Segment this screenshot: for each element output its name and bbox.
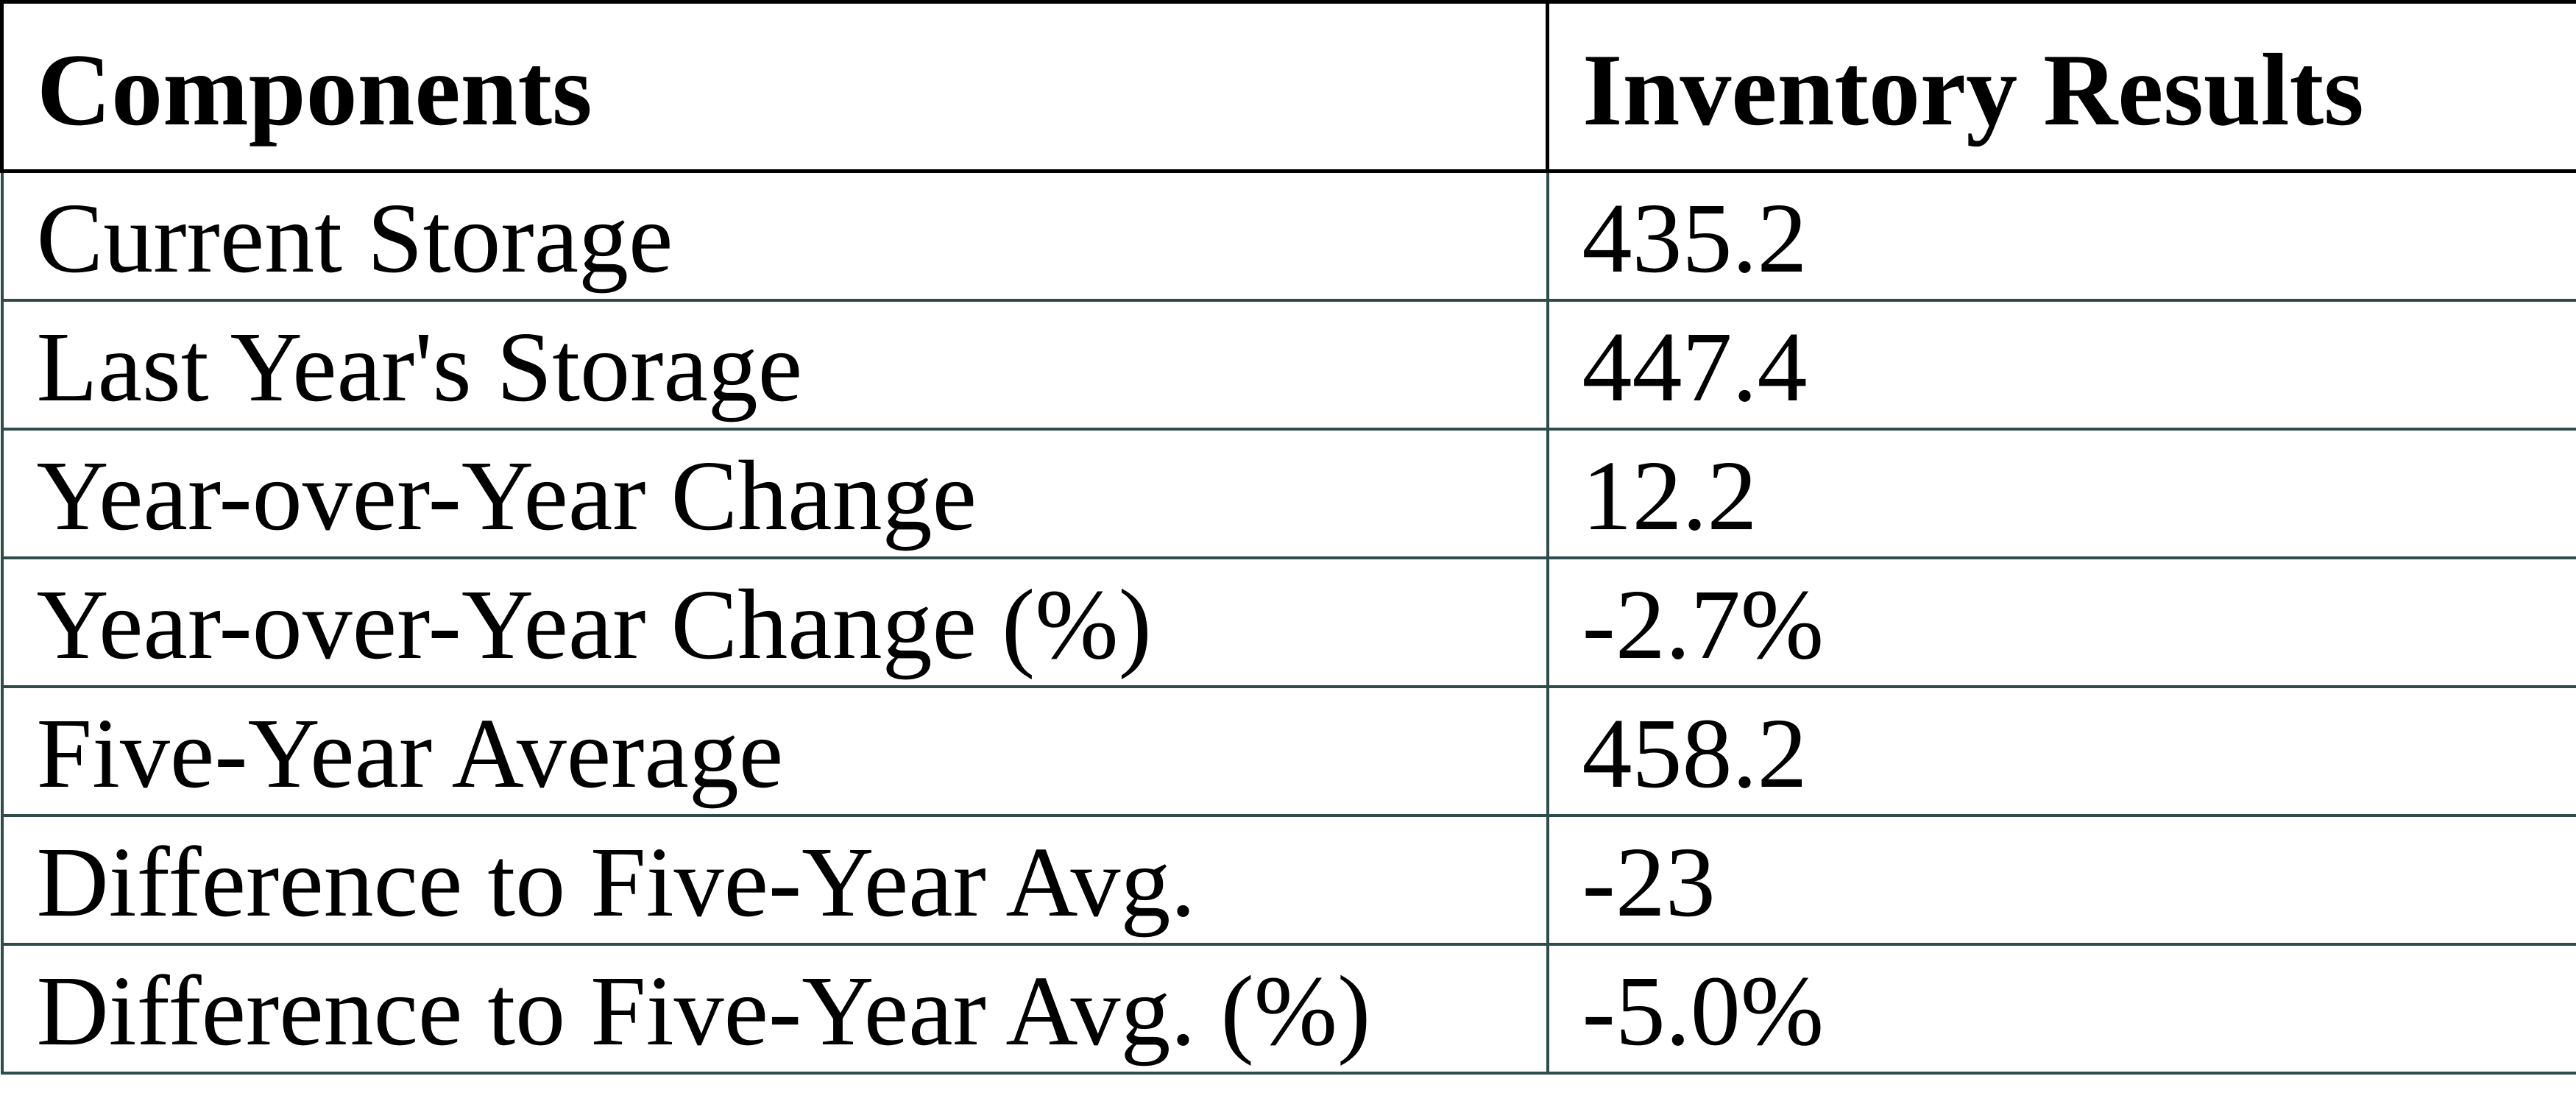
- inventory-summary-table: Components Inventory Results Current Sto…: [0, 0, 2576, 1075]
- component-label-cell: Last Year's Storage: [0, 298, 1549, 431]
- table-body: Current Storage 435.2 Last Year's Storag…: [0, 169, 2576, 1075]
- header-row: Components Inventory Results: [0, 0, 2576, 173]
- table-row: Year-over-Year Change 12.2: [0, 427, 2576, 559]
- table-row: Last Year's Storage 447.4: [0, 298, 2576, 431]
- component-label-cell: Five-Year Average: [0, 684, 1549, 817]
- value-cell: 447.4: [1546, 298, 2576, 431]
- table-row: Five-Year Average 458.2: [0, 684, 2576, 817]
- component-label-cell: Difference to Five-Year Avg. (%): [0, 942, 1549, 1075]
- header-cell-components: Components: [0, 0, 1549, 173]
- table-row: Year-over-Year Change (%) -2.7%: [0, 556, 2576, 688]
- value-cell: -2.7%: [1546, 556, 2576, 688]
- component-label-cell: Current Storage: [0, 169, 1549, 302]
- value-cell: 458.2: [1546, 684, 2576, 817]
- value-cell: -23: [1546, 813, 2576, 946]
- value-cell: 435.2: [1546, 169, 2576, 302]
- component-label-cell: Difference to Five-Year Avg.: [0, 813, 1549, 946]
- value-cell: -5.0%: [1546, 942, 2576, 1075]
- component-label-cell: Year-over-Year Change (%): [0, 556, 1549, 688]
- table-header: Components Inventory Results: [0, 0, 2576, 173]
- component-label-cell: Year-over-Year Change: [0, 427, 1549, 559]
- table-row: Difference to Five-Year Avg. (%) -5.0%: [0, 942, 2576, 1075]
- value-cell: 12.2: [1546, 427, 2576, 559]
- header-cell-inventory-results: Inventory Results: [1546, 0, 2576, 173]
- table-row: Current Storage 435.2: [0, 169, 2576, 302]
- table-row: Difference to Five-Year Avg. -23: [0, 813, 2576, 946]
